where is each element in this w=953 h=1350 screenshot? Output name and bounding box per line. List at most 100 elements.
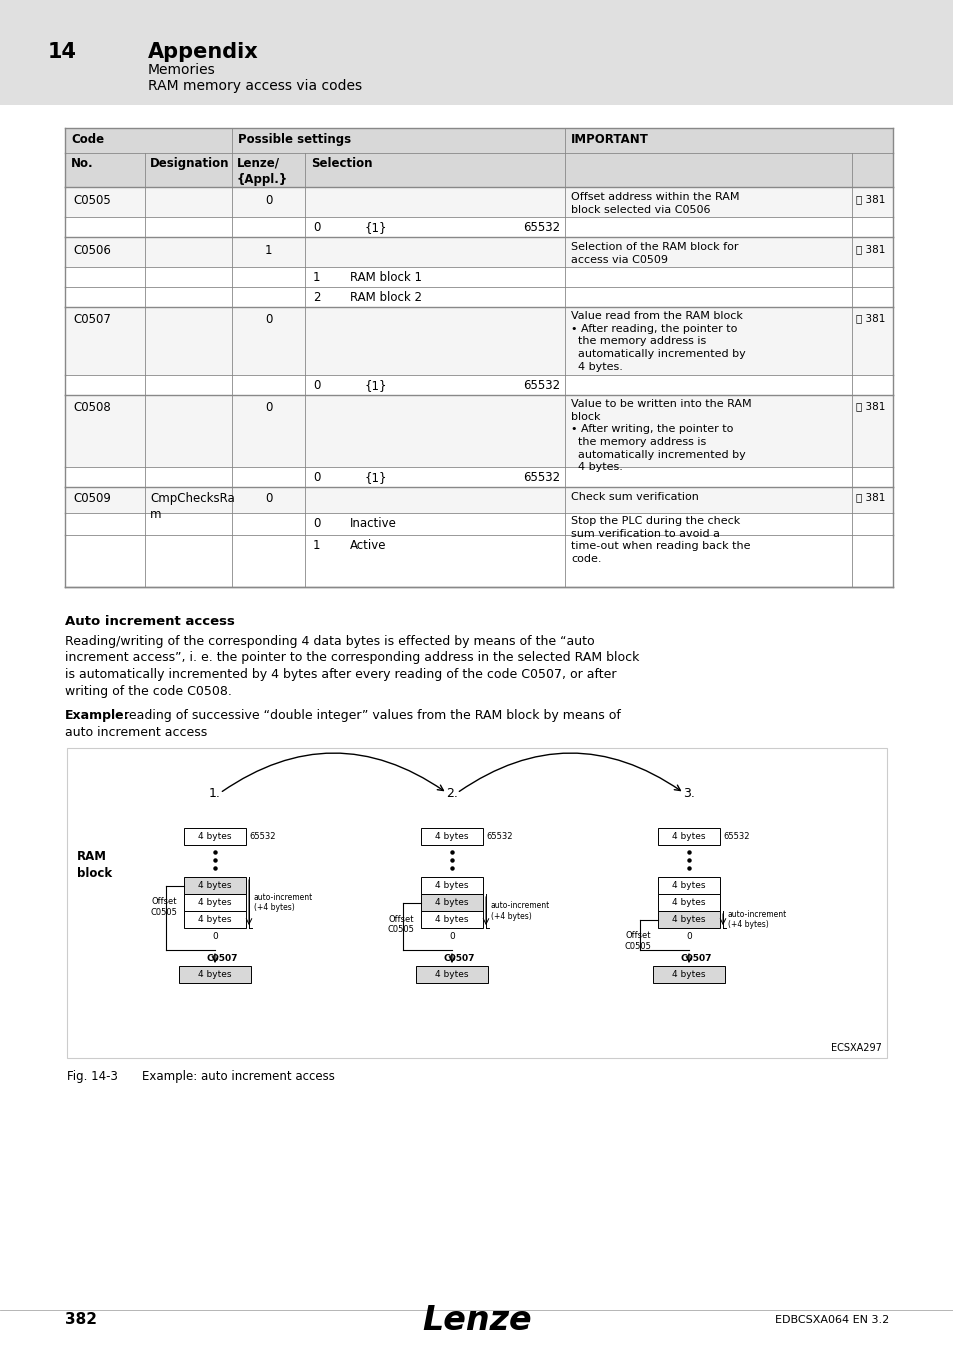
Text: ⌹ 381: ⌹ 381: [855, 491, 884, 502]
Bar: [658, 828, 720, 845]
Bar: [65, 487, 892, 513]
Text: 2.: 2.: [446, 787, 457, 801]
Text: Stop the PLC during the check
sum verification to avoid a
time-out when reading : Stop the PLC during the check sum verifi…: [571, 516, 750, 564]
Bar: [184, 878, 246, 894]
Text: auto increment access: auto increment access: [65, 726, 207, 738]
Text: C0508: C0508: [73, 401, 111, 414]
Text: Reading/writing of the corresponding 4 data bytes is effected by means of the “a: Reading/writing of the corresponding 4 d…: [65, 634, 594, 648]
Text: 4 bytes: 4 bytes: [198, 882, 232, 890]
FancyArrowPatch shape: [222, 753, 443, 791]
Text: auto-increment
(+4 bytes): auto-increment (+4 bytes): [491, 902, 550, 921]
Bar: [416, 967, 488, 983]
Text: Example: auto increment access: Example: auto increment access: [142, 1071, 335, 1083]
Bar: [65, 513, 892, 535]
Bar: [420, 894, 482, 911]
Bar: [65, 535, 892, 587]
Text: C0506: C0506: [73, 244, 111, 256]
Text: Offset
C0505: Offset C0505: [624, 931, 651, 950]
Text: writing of the code C0508.: writing of the code C0508.: [65, 684, 232, 698]
Text: Appendix: Appendix: [148, 42, 258, 62]
Text: 4 bytes: 4 bytes: [198, 898, 232, 907]
Text: 0: 0: [449, 931, 455, 941]
Text: {1}: {1}: [365, 379, 387, 391]
Bar: [65, 153, 892, 188]
Bar: [658, 894, 720, 911]
Bar: [184, 894, 246, 911]
Text: C0507: C0507: [680, 954, 712, 963]
Bar: [65, 128, 892, 153]
Text: 65532: 65532: [522, 471, 559, 485]
Text: auto-increment
(+4 bytes): auto-increment (+4 bytes): [253, 892, 313, 913]
Text: ⌹ 381: ⌹ 381: [855, 194, 884, 204]
Bar: [658, 911, 720, 927]
Bar: [420, 878, 482, 894]
Text: Lenze: Lenze: [422, 1304, 531, 1336]
Text: 65532: 65532: [722, 832, 749, 841]
Text: 1: 1: [265, 244, 272, 256]
Text: 0: 0: [313, 471, 320, 485]
Text: 4 bytes: 4 bytes: [198, 971, 232, 979]
Text: Code: Code: [71, 134, 104, 146]
Text: 1: 1: [313, 271, 320, 284]
Text: Offset address within the RAM
block selected via C0506: Offset address within the RAM block sele…: [571, 192, 739, 215]
Text: ⌹ 381: ⌹ 381: [855, 313, 884, 323]
Text: 0: 0: [685, 931, 691, 941]
Text: Selection of the RAM block for
access via C0509: Selection of the RAM block for access vi…: [571, 242, 738, 265]
Text: ⌹ 381: ⌹ 381: [855, 401, 884, 410]
Text: 1: 1: [313, 539, 320, 552]
Text: 0: 0: [265, 401, 272, 414]
Text: Lenze/
{Appl.}: Lenze/ {Appl.}: [236, 157, 288, 186]
Text: RAM
block: RAM block: [77, 850, 112, 880]
Text: 4 bytes: 4 bytes: [198, 832, 232, 841]
Bar: [184, 828, 246, 845]
Text: RAM block 2: RAM block 2: [350, 292, 421, 304]
Bar: [65, 188, 892, 217]
Text: 0: 0: [313, 379, 320, 391]
Text: {1}: {1}: [365, 221, 387, 234]
Text: 0: 0: [265, 194, 272, 207]
Text: 4 bytes: 4 bytes: [435, 915, 468, 923]
Text: 4 bytes: 4 bytes: [672, 882, 705, 890]
Text: 65532: 65532: [249, 832, 275, 841]
Text: Auto increment access: Auto increment access: [65, 616, 234, 628]
Text: 0: 0: [265, 491, 272, 505]
Text: is automatically incremented by 4 bytes after every reading of the code C0507, o: is automatically incremented by 4 bytes …: [65, 668, 616, 680]
Text: 4 bytes: 4 bytes: [435, 971, 468, 979]
Text: Check sum verification: Check sum verification: [571, 491, 699, 502]
Text: 4 bytes: 4 bytes: [435, 882, 468, 890]
Text: Memories: Memories: [148, 63, 215, 77]
Text: ECSXA297: ECSXA297: [830, 1044, 882, 1053]
Text: C0505: C0505: [73, 194, 111, 207]
Text: 0: 0: [265, 313, 272, 325]
Bar: [65, 217, 892, 238]
FancyArrowPatch shape: [458, 753, 679, 791]
Text: 4 bytes: 4 bytes: [672, 832, 705, 841]
Text: auto-increment
(+4 bytes): auto-increment (+4 bytes): [727, 910, 786, 929]
Bar: [65, 306, 892, 375]
Bar: [65, 467, 892, 487]
Bar: [65, 238, 892, 267]
Text: 4 bytes: 4 bytes: [672, 915, 705, 923]
Bar: [184, 911, 246, 927]
Text: 0: 0: [313, 517, 320, 531]
Text: IMPORTANT: IMPORTANT: [571, 134, 648, 146]
Bar: [0, 0, 953, 105]
Bar: [420, 911, 482, 927]
Text: CmpChecksRa
m: CmpChecksRa m: [150, 491, 234, 521]
Text: 382: 382: [65, 1312, 97, 1327]
Text: EDBCSXA064 EN 3.2: EDBCSXA064 EN 3.2: [774, 1315, 888, 1324]
Text: Inactive: Inactive: [350, 517, 396, 531]
Text: Offset
C0505: Offset C0505: [387, 914, 414, 934]
Text: 3.: 3.: [682, 787, 694, 801]
Text: 0: 0: [212, 931, 217, 941]
Bar: [65, 375, 892, 396]
Text: No.: No.: [71, 157, 93, 170]
Text: increment access”, i. e. the pointer to the corresponding address in the selecte: increment access”, i. e. the pointer to …: [65, 652, 639, 664]
Bar: [179, 967, 251, 983]
Text: Value read from the RAM block
• After reading, the pointer to
  the memory addre: Value read from the RAM block • After re…: [571, 310, 745, 371]
Text: Offset
C0505: Offset C0505: [151, 898, 177, 917]
Text: RAM block 1: RAM block 1: [350, 271, 421, 284]
Text: 4 bytes: 4 bytes: [435, 832, 468, 841]
Text: ⌹ 381: ⌹ 381: [855, 244, 884, 254]
Bar: [65, 288, 892, 306]
